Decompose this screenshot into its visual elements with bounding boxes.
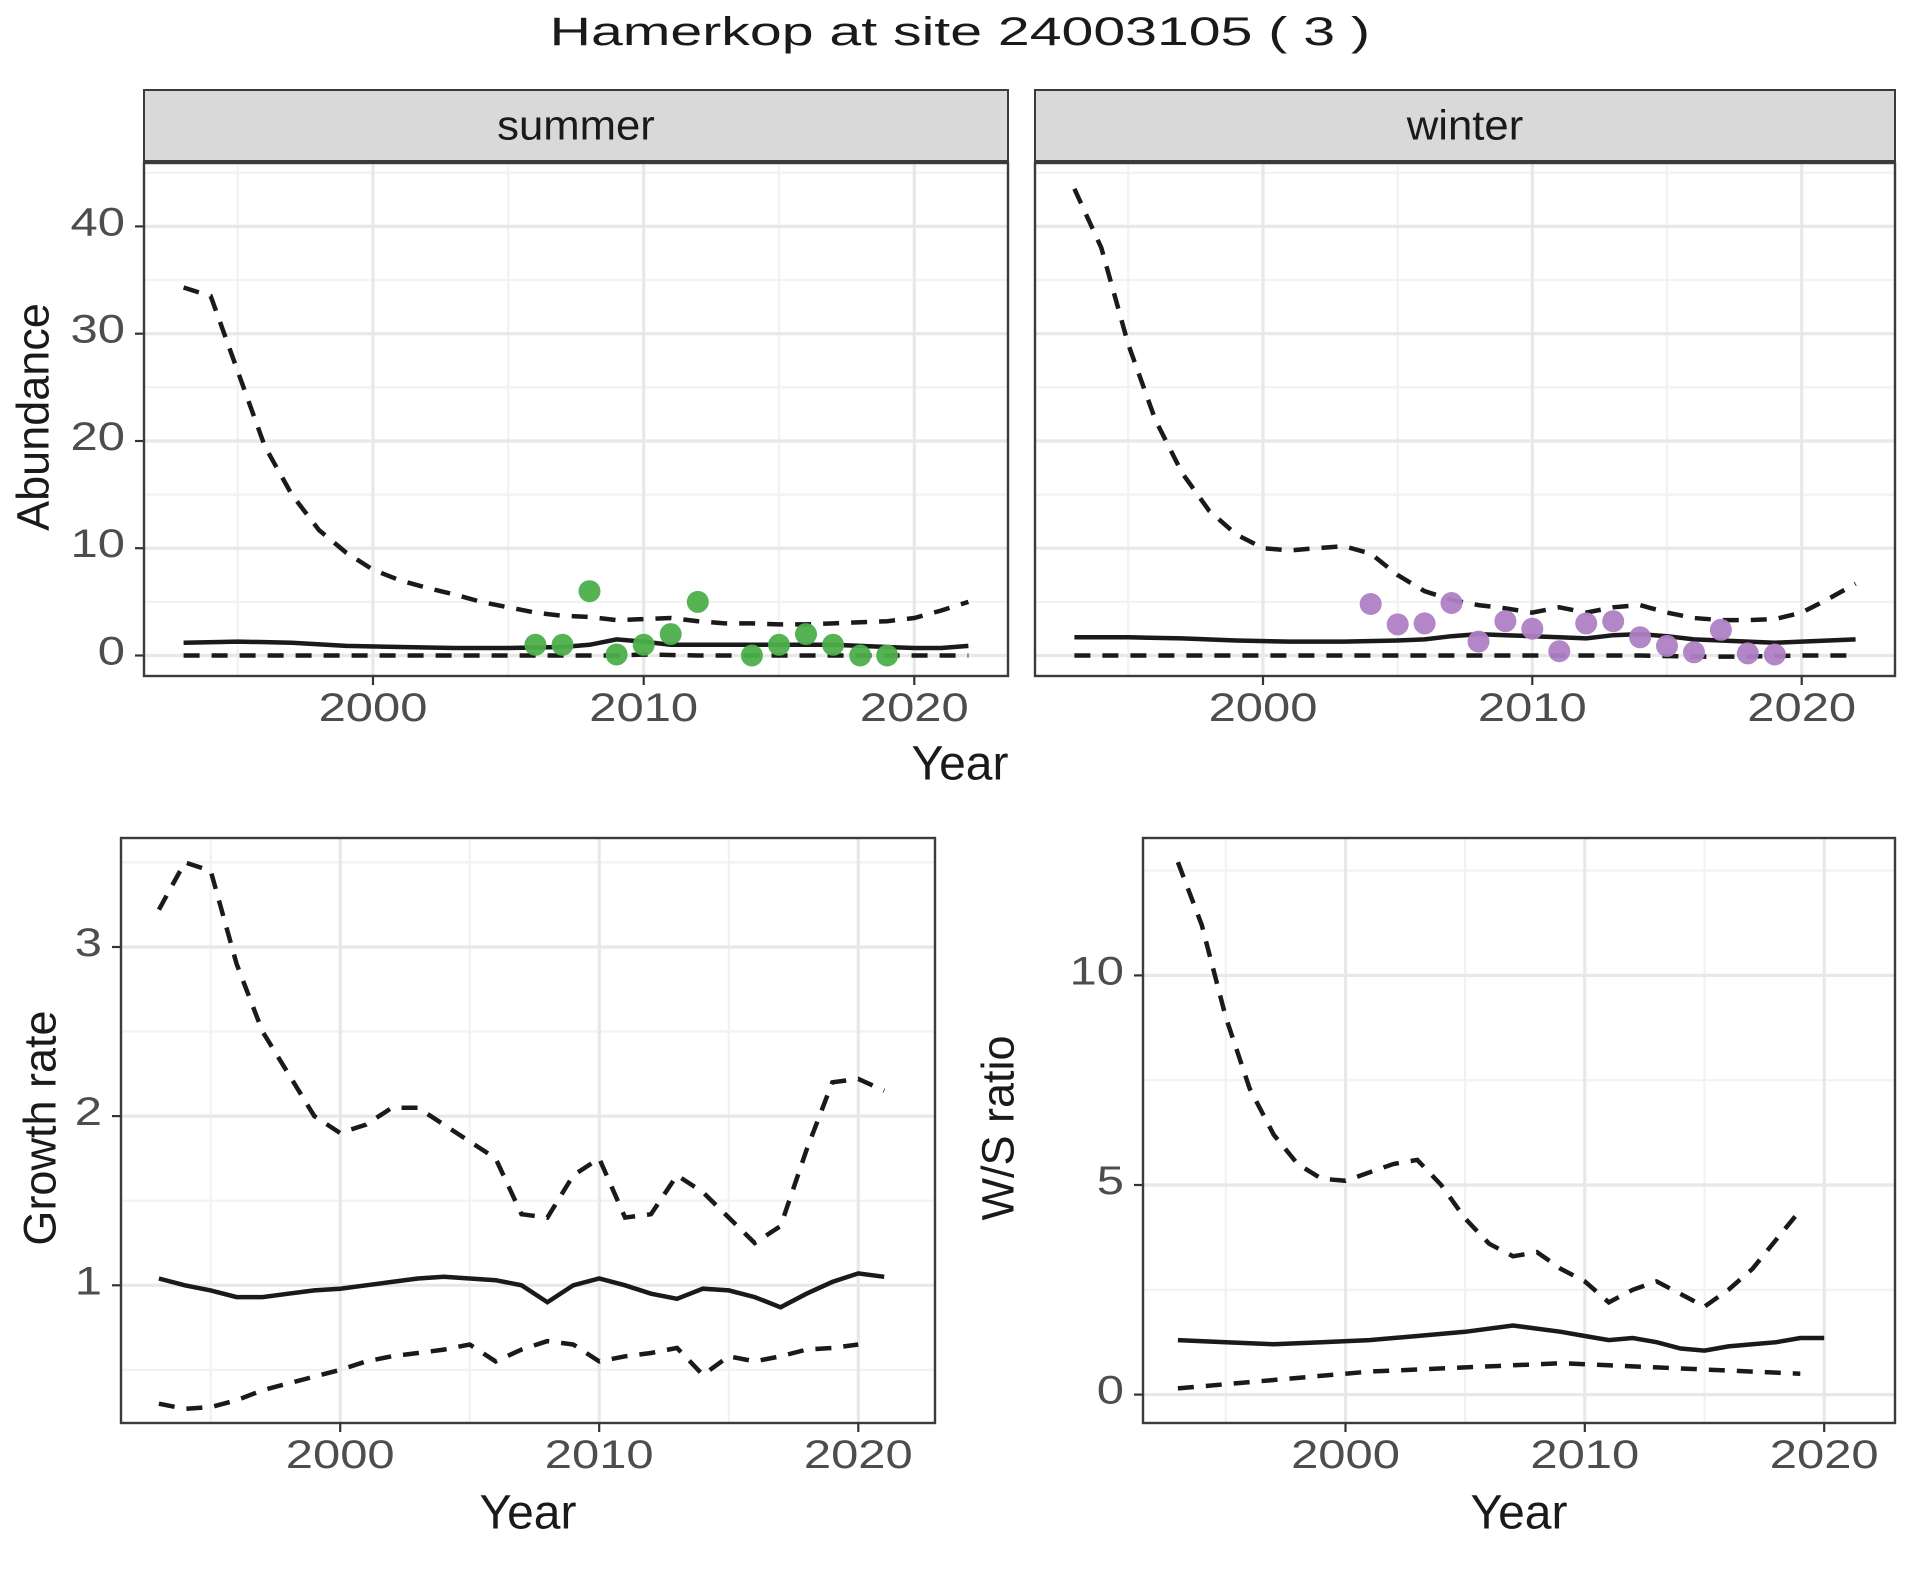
svg-text:0: 0 (1097, 1369, 1124, 1413)
svg-text:2: 2 (75, 1090, 102, 1134)
svg-text:1: 1 (75, 1260, 102, 1304)
svg-text:2000: 2000 (1291, 1433, 1400, 1477)
svg-text:0: 0 (98, 630, 125, 674)
svg-text:summer: summer (497, 102, 655, 149)
svg-text:2010: 2010 (589, 686, 698, 730)
svg-text:2010: 2010 (1478, 686, 1587, 730)
svg-text:20: 20 (71, 415, 125, 459)
svg-text:10: 10 (71, 522, 125, 566)
svg-text:2010: 2010 (545, 1433, 654, 1477)
svg-text:2020: 2020 (804, 1433, 913, 1477)
svg-text:3: 3 (75, 921, 102, 965)
svg-text:winter: winter (1406, 102, 1523, 149)
svg-text:30: 30 (71, 308, 125, 352)
svg-text:2020: 2020 (1747, 686, 1856, 730)
svg-text:2000: 2000 (286, 1433, 395, 1477)
svg-text:40: 40 (71, 201, 125, 245)
svg-text:2000: 2000 (1209, 686, 1318, 730)
svg-text:2020: 2020 (1770, 1433, 1879, 1477)
svg-text:10: 10 (1070, 950, 1124, 994)
svg-text:2020: 2020 (860, 686, 969, 730)
svg-text:2000: 2000 (319, 686, 428, 730)
svg-text:2010: 2010 (1530, 1433, 1639, 1477)
svg-text:5: 5 (1097, 1159, 1124, 1203)
